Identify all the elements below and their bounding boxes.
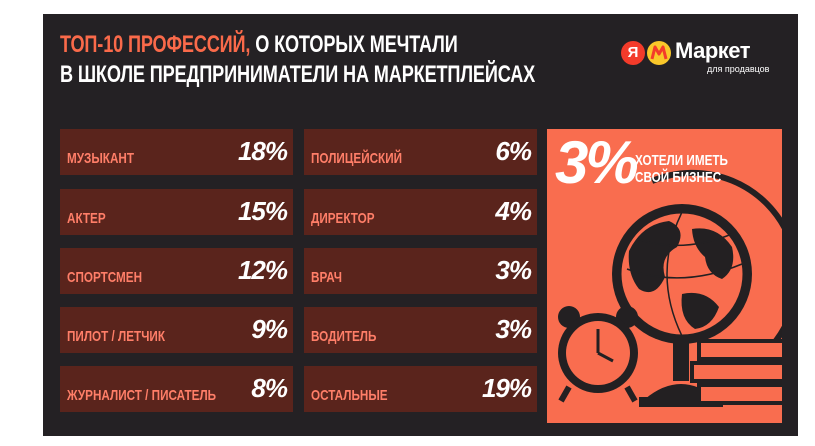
profession-label: ЖУРНАЛИСТ / ПИСАТЕЛЬ [67,387,217,404]
promo-percent: 3% [555,129,639,196]
promo-line-1: ХОТЕЛИ ИМЕТЬ [635,152,728,169]
profession-label: ПИЛОТ / ЛЕТЧИК [67,328,165,345]
page-title: ТОП-10 ПРОФЕССИЙ, О КОТОРЫХ МЕЧТАЛИ В ШК… [60,30,535,90]
profession-value: 4% [495,196,532,226]
yandex-logo-icon: Я [621,41,645,65]
profession-card: ОСТАЛЬНЫЕ 19% [304,366,537,412]
profession-label: МУЗЫКАНТ [67,150,135,167]
profession-label: ВРАЧ [311,269,343,286]
profession-value: 6% [495,136,532,166]
profession-value: 9% [251,314,288,344]
profession-card: ПОЛИЦЕЙСКИЙ 6% [304,129,537,175]
profession-value: 3% [495,314,532,344]
profession-label: ОСТАЛЬНЫЕ [311,387,388,404]
infographic-panel: ТОП-10 ПРОФЕССИЙ, О КОТОРЫХ МЕЧТАЛИ В ШК… [43,14,798,436]
profession-card: СПОРТСМЕН 12% [60,248,293,294]
promo-text: ХОТЕЛИ ИМЕТЬ СВОЙ БИЗНЕС [635,152,728,186]
profession-card: АКТЕР 15% [60,189,293,235]
market-logo-icon [647,41,671,65]
profession-value: 19% [481,373,532,403]
logo-subtitle: для продавцов [707,64,770,74]
profession-label: ВОДИТЕЛЬ [311,328,377,345]
yandex-market-logo: Я Маркет для продавцов [621,33,786,77]
globe-clock-books-icon [558,169,782,407]
title-accent: ТОП-10 ПРОФЕССИЙ, [60,31,251,58]
logo-wordmark: Маркет [675,38,751,63]
profession-label: СПОРТСМЕН [67,269,143,286]
title-line2: В ШКОЛЕ ПРЕДПРИНИМАТЕЛИ НА МАРКЕТПЛЕЙСАХ [60,61,536,88]
profession-card: ВРАЧ 3% [304,248,537,294]
profession-value: 15% [237,196,288,226]
profession-label: АКТЕР [67,210,106,227]
profession-label: ДИРЕКТОР [311,210,375,227]
profession-value: 18% [237,136,288,166]
profession-card: ПИЛОТ / ЛЕТЧИК 9% [60,307,293,353]
profession-label: ПОЛИЦЕЙСКИЙ [311,150,403,167]
profession-value: 8% [251,373,288,403]
profession-value: 3% [495,255,532,285]
profession-value: 12% [237,255,288,285]
title-rest: О КОТОРЫХ МЕЧТАЛИ [250,31,458,58]
profession-card: ВОДИТЕЛЬ 3% [304,307,537,353]
business-promo-card: 3% ХОТЕЛИ ИМЕТЬ СВОЙ БИЗНЕС [547,129,782,423]
profession-card: МУЗЫКАНТ 18% [60,129,293,175]
promo-line-2: СВОЙ БИЗНЕС [635,169,722,186]
profession-card: ЖУРНАЛИСТ / ПИСАТЕЛЬ 8% [60,366,293,412]
profession-card: ДИРЕКТОР 4% [304,189,537,235]
